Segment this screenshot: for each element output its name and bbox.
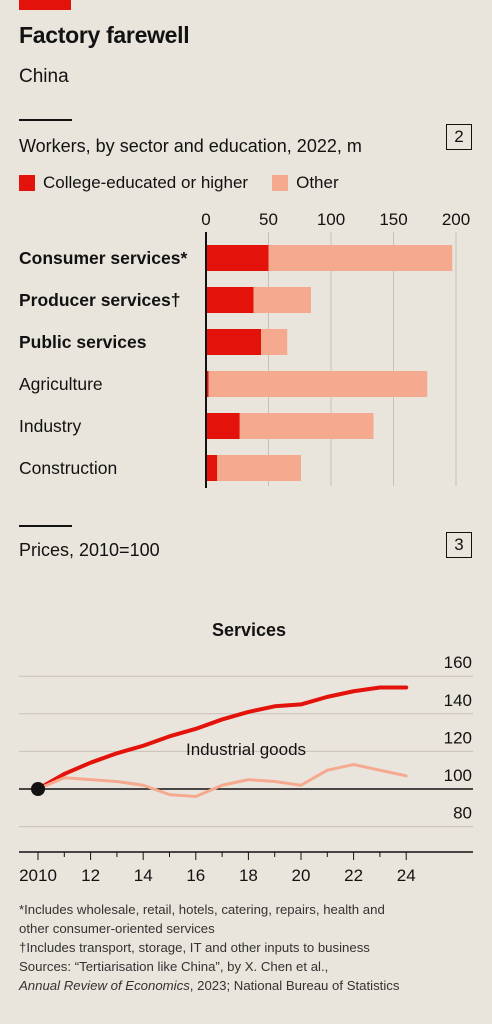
sources-end: , 2023; National Bureau of Statistics (189, 978, 400, 993)
chart-subtitle: China (19, 66, 69, 87)
bar-legend: College-educated or higher Other (19, 173, 363, 193)
panel-3-title: Prices, 2010=100 (19, 540, 160, 560)
x-tick-label: 18 (239, 866, 258, 885)
bar-college (206, 413, 240, 439)
footnote-consumer-cont: other consumer-oriented services (19, 921, 215, 936)
x-tick-label: 20 (292, 866, 311, 885)
bar-college (206, 245, 269, 271)
y-tick-label: 160 (444, 653, 472, 672)
brand-accent-bar (19, 0, 71, 10)
y-tick-label: 80 (453, 804, 472, 823)
x-tick-label: 22 (344, 866, 363, 885)
y-tick-label: 140 (444, 691, 472, 710)
x-tick-label: 16 (186, 866, 205, 885)
x-tick-label: 50 (259, 210, 278, 229)
legend-label-college: College-educated or higher (43, 173, 249, 192)
category-label: Industry (19, 416, 81, 436)
x-tick-label: 150 (379, 210, 407, 229)
bar-college (206, 287, 254, 313)
footnote-consumer: *Includes wholesale, retail, hotels, cat… (19, 902, 385, 917)
panel-2-number: 2 (446, 124, 472, 150)
bar-other (208, 371, 428, 397)
bar-other (217, 455, 301, 481)
x-tick-label: 24 (397, 866, 416, 885)
x-tick-label: 14 (134, 866, 153, 885)
panel-2-title: Workers, by sector and education, 2022, … (19, 136, 362, 156)
x-tick-label: 100 (317, 210, 345, 229)
legend-item-other: Other (272, 173, 339, 193)
bar-college (206, 371, 209, 397)
category-label: Public services (19, 332, 147, 352)
bar-other (261, 329, 288, 355)
series-label-services: Services (212, 620, 286, 640)
x-tick-label: 12 (81, 866, 100, 885)
journal-name: Annual Review of Economics (19, 978, 190, 993)
legend-label-other: Other (296, 173, 339, 192)
bar-college (206, 329, 261, 355)
chart-title: Factory farewell (19, 22, 190, 48)
bar-other (239, 413, 374, 439)
category-label: Producer services† (19, 290, 181, 310)
panel-3-number: 3 (446, 532, 472, 558)
series-label-industrial: Industrial goods (186, 740, 306, 759)
legend-swatch-college (19, 175, 35, 191)
origin-dot (31, 782, 45, 796)
x-tick-label: 0 (201, 210, 210, 229)
x-tick-label: 2010 (19, 866, 57, 885)
y-tick-label: 120 (444, 728, 472, 747)
footnote-producer: †Includes transport, storage, IT and oth… (19, 940, 370, 955)
sources-line: Sources: “Tertiarisation like China”, by… (19, 959, 329, 974)
sources-line-2: Annual Review of Economics, 2023; Nation… (19, 976, 479, 995)
category-label: Consumer services* (19, 248, 187, 268)
bar-college (206, 455, 218, 481)
category-label: Construction (19, 458, 117, 478)
bar-other (268, 245, 453, 271)
panel-2-rule (19, 119, 72, 121)
bar-other (253, 287, 311, 313)
y-tick-label: 100 (444, 766, 472, 785)
series-line-services (36, 685, 409, 791)
x-tick-label: 200 (442, 210, 470, 229)
bar-chart: 0 50 100 150 200 Consumer services* Producer s… (19, 210, 470, 488)
legend-swatch-other (272, 175, 289, 191)
panel-3-rule (19, 525, 72, 527)
line-chart: 80 100 120 140 160 2010 12 14 16 18 20 22 24 Services… (19, 620, 473, 885)
legend-item-college: College-educated or higher (19, 173, 248, 193)
footnotes: *Includes wholesale, retail, hotels, cat… (19, 900, 479, 995)
category-label: Agriculture (19, 374, 103, 394)
series-line-industrial (36, 763, 408, 799)
